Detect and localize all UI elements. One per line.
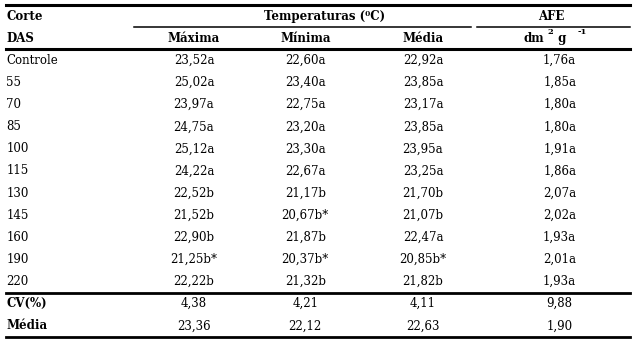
Text: 23,17a: 23,17a: [403, 98, 443, 111]
Text: Máxima: Máxima: [168, 32, 220, 45]
Text: 115: 115: [6, 165, 29, 177]
Text: Mínima: Mínima: [280, 32, 331, 45]
Text: Controle: Controle: [6, 54, 58, 67]
Text: 2,07a: 2,07a: [543, 187, 576, 200]
Text: 4,38: 4,38: [181, 297, 207, 310]
Text: 20,37b*: 20,37b*: [282, 253, 329, 266]
Text: 1,76a: 1,76a: [543, 54, 576, 67]
Text: 1,86a: 1,86a: [543, 165, 576, 177]
Text: 22,75a: 22,75a: [285, 98, 326, 111]
Text: 22,90b: 22,90b: [174, 231, 214, 244]
Text: 22,52b: 22,52b: [174, 187, 214, 200]
Text: 4,21: 4,21: [293, 297, 318, 310]
Text: 22,12: 22,12: [289, 319, 322, 332]
Text: 23,20a: 23,20a: [285, 120, 326, 133]
Text: 9,88: 9,88: [547, 297, 572, 310]
Text: 130: 130: [6, 187, 29, 200]
Text: 22,92a: 22,92a: [403, 54, 443, 67]
Text: 21,32b: 21,32b: [285, 275, 326, 288]
Text: 25,12a: 25,12a: [174, 142, 214, 155]
Text: 1,93a: 1,93a: [543, 231, 576, 244]
Text: 23,36: 23,36: [177, 319, 211, 332]
Text: 1,90: 1,90: [546, 319, 573, 332]
Text: DAS: DAS: [6, 32, 34, 45]
Text: dm: dm: [523, 32, 544, 45]
Text: 21,25b*: 21,25b*: [170, 253, 218, 266]
Text: 24,22a: 24,22a: [174, 165, 214, 177]
Text: 23,85a: 23,85a: [403, 76, 443, 89]
Text: Média: Média: [6, 319, 48, 332]
Text: 100: 100: [6, 142, 29, 155]
Text: 21,87b: 21,87b: [285, 231, 326, 244]
Text: 22,63: 22,63: [406, 319, 439, 332]
Text: 55: 55: [6, 76, 22, 89]
Text: 85: 85: [6, 120, 21, 133]
Text: 21,52b: 21,52b: [174, 209, 214, 222]
Text: 22,67a: 22,67a: [285, 165, 326, 177]
Text: 23,25a: 23,25a: [403, 165, 443, 177]
Text: 70: 70: [6, 98, 22, 111]
Text: 145: 145: [6, 209, 29, 222]
Text: 20,85b*: 20,85b*: [399, 253, 446, 266]
Text: CV(%): CV(%): [6, 297, 47, 310]
Text: g: g: [553, 32, 566, 45]
Text: 190: 190: [6, 253, 29, 266]
Text: Temperaturas (⁰C): Temperaturas (⁰C): [264, 10, 385, 23]
Text: 1,91a: 1,91a: [543, 142, 576, 155]
Text: Média: Média: [403, 32, 443, 45]
Text: 160: 160: [6, 231, 29, 244]
Text: 1,93a: 1,93a: [543, 275, 576, 288]
Text: 21,17b: 21,17b: [285, 187, 326, 200]
Text: 2,02a: 2,02a: [543, 209, 576, 222]
Text: 22,60a: 22,60a: [285, 54, 326, 67]
Text: 22,47a: 22,47a: [403, 231, 443, 244]
Text: 220: 220: [6, 275, 29, 288]
Text: 23,40a: 23,40a: [285, 76, 326, 89]
Text: 21,70b: 21,70b: [403, 187, 443, 200]
Text: 23,95a: 23,95a: [403, 142, 443, 155]
Text: 1,80a: 1,80a: [543, 120, 576, 133]
Text: 23,97a: 23,97a: [174, 98, 214, 111]
Text: 22,22b: 22,22b: [174, 275, 214, 288]
Text: 24,75a: 24,75a: [174, 120, 214, 133]
Text: 1,80a: 1,80a: [543, 98, 576, 111]
Text: 21,07b: 21,07b: [403, 209, 443, 222]
Text: 2,01a: 2,01a: [543, 253, 576, 266]
Text: 1,85a: 1,85a: [543, 76, 576, 89]
Text: 23,30a: 23,30a: [285, 142, 326, 155]
Text: 21,82b: 21,82b: [403, 275, 443, 288]
Text: 23,52a: 23,52a: [174, 54, 214, 67]
Text: Corte: Corte: [6, 10, 43, 23]
Text: -1: -1: [577, 28, 586, 36]
Text: AFE: AFE: [539, 10, 565, 23]
Text: 20,67b*: 20,67b*: [282, 209, 329, 222]
Text: 2: 2: [547, 28, 553, 36]
Text: 4,11: 4,11: [410, 297, 436, 310]
Text: 25,02a: 25,02a: [174, 76, 214, 89]
Text: 23,85a: 23,85a: [403, 120, 443, 133]
